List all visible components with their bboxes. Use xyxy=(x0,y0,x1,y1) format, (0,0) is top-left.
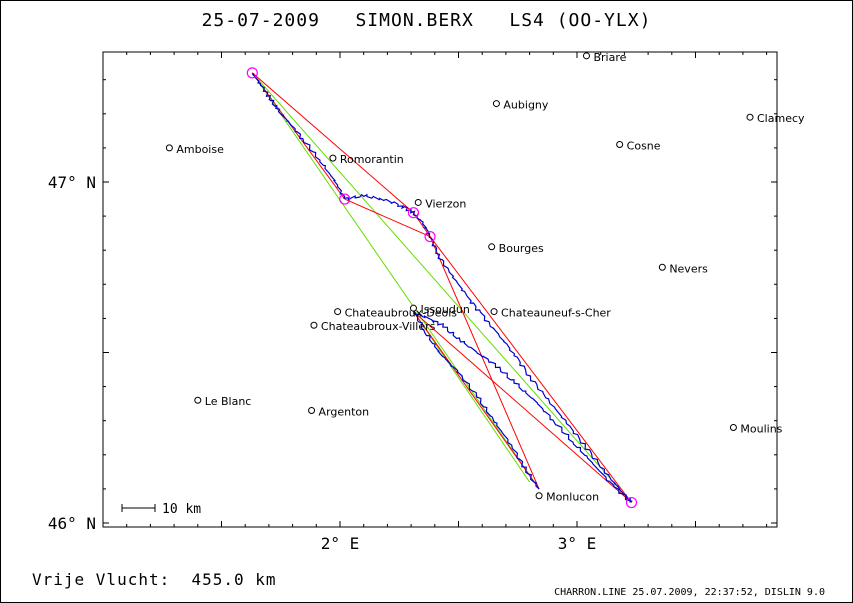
town-label: Vierzon xyxy=(425,197,466,210)
town-label: Chateauneuf-s-Cher xyxy=(501,307,611,320)
green-leg xyxy=(251,72,632,503)
town-label: Chateaubroux-Villers xyxy=(321,320,436,333)
plot-border xyxy=(102,51,778,528)
town-label: Le Blanc xyxy=(205,395,252,408)
red-leg xyxy=(251,72,414,214)
title-aircraft: LS4 (OO-YLX) xyxy=(509,10,652,31)
town-marker xyxy=(658,263,666,271)
town-marker xyxy=(582,52,590,60)
title-date: 25-07-2009 xyxy=(201,10,320,31)
map-axes: 47° N 46° N 2° E 3° E xyxy=(48,51,778,553)
town-label: Chateaubroux-Deols xyxy=(345,307,458,320)
red-legs xyxy=(251,72,632,503)
town-marker xyxy=(329,154,337,162)
turnpoints xyxy=(246,67,638,509)
footer-credits: CHARRON.LINE 25.07.2009, 22:37:52, DISLI… xyxy=(554,587,825,598)
plot-title: 25-07-2009 SIMON.BERX LS4 (OO-YLX) xyxy=(0,10,853,31)
red-leg xyxy=(429,236,540,490)
town-marker xyxy=(308,406,316,414)
lon-label: 3° E xyxy=(558,534,597,553)
town-label: Bourges xyxy=(499,242,544,255)
town-label: Issoudun xyxy=(420,303,469,316)
town-marker xyxy=(194,396,202,404)
town-label: Cosne xyxy=(627,139,661,152)
turnpoint-marker xyxy=(246,67,258,79)
town-marker xyxy=(334,308,342,316)
title-pilot: SIMON.BERX xyxy=(355,10,474,31)
green-legs xyxy=(251,72,632,503)
town-label: Argenton xyxy=(319,405,370,418)
turnpoint-marker xyxy=(424,230,436,243)
town-label: Moulins xyxy=(740,423,782,436)
scale-bar: 10 km xyxy=(121,502,201,517)
turnpoint-marker xyxy=(625,496,638,509)
town-marker xyxy=(414,198,422,206)
red-leg xyxy=(344,198,431,238)
turnpoint-marker xyxy=(407,207,420,219)
lat-label: 46° N xyxy=(48,514,96,533)
town-marker xyxy=(729,424,737,432)
scale-bar-label: 10 km xyxy=(162,502,201,517)
town-marker xyxy=(492,100,500,108)
town-label: Aubigny xyxy=(503,99,548,112)
town-label: Briare xyxy=(593,51,626,64)
town-label: Clamecy xyxy=(757,112,805,125)
town-label: Romorantin xyxy=(340,153,404,166)
town-marker xyxy=(490,308,498,316)
flight-track xyxy=(251,73,633,503)
red-leg xyxy=(429,236,632,503)
lat-label: 47° N xyxy=(48,173,96,192)
town-label: Nevers xyxy=(669,262,708,275)
red-leg xyxy=(413,311,540,490)
town-marker xyxy=(488,243,496,251)
town-label: Amboise xyxy=(176,143,224,156)
red-leg xyxy=(413,311,632,503)
green-leg xyxy=(251,72,540,490)
lon-label: 2° E xyxy=(321,534,360,553)
free-flight-distance: Vrije Vlucht: 455.0 km xyxy=(32,570,277,589)
town-marker xyxy=(616,140,624,148)
turnpoint-marker xyxy=(339,193,351,205)
green-leg xyxy=(413,311,531,483)
town-label: Monlucon xyxy=(546,491,599,504)
towns: Briare Aubigny Clamecy Amboise Cosne Romorant… xyxy=(165,51,805,504)
town-marker xyxy=(746,113,754,121)
town-marker xyxy=(409,304,417,312)
gps-track xyxy=(251,73,633,503)
town-marker xyxy=(310,321,318,329)
town-marker xyxy=(535,492,543,500)
town-marker xyxy=(165,144,173,152)
